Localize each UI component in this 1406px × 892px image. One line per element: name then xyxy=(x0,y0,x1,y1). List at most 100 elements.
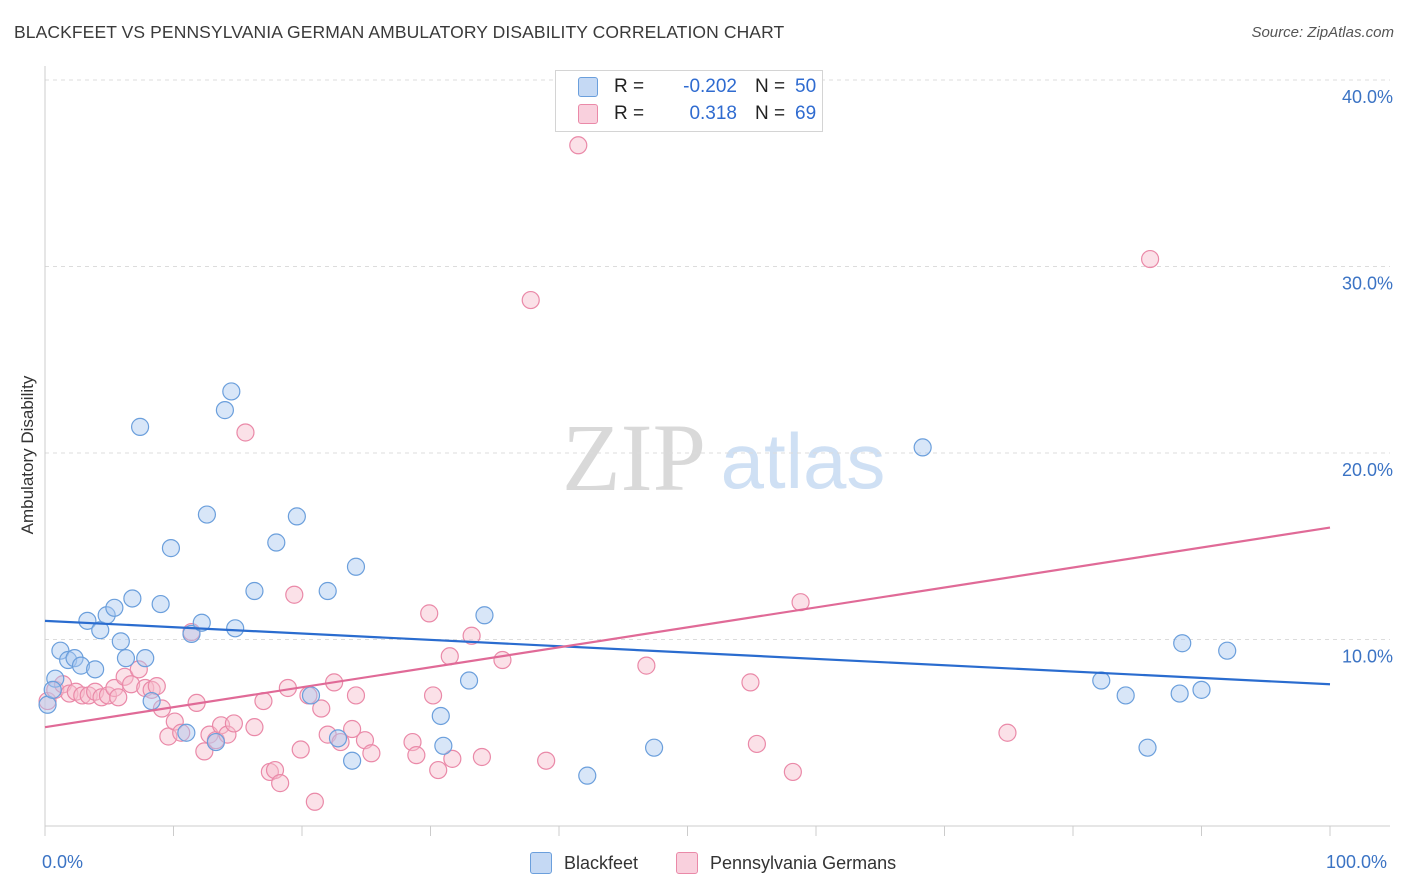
pink-data-point xyxy=(493,650,512,670)
blue-data-point xyxy=(328,729,348,748)
blue-data-point xyxy=(151,594,170,614)
legend-n-value-pink: 69 xyxy=(795,103,817,124)
series-name-blackfeet: Blackfeet xyxy=(564,852,639,873)
pink-data-point xyxy=(236,423,255,442)
blue-data-point xyxy=(245,581,264,601)
pink-data-point xyxy=(429,760,448,780)
blue-data-point xyxy=(177,723,196,742)
blue-data-point xyxy=(475,606,494,625)
watermark: ZIP atlas xyxy=(562,404,885,511)
pink-data-point xyxy=(783,762,802,782)
series-name-pennsylvania-germans: Pennsylvania Germans xyxy=(710,852,897,873)
blue-data-point xyxy=(644,738,664,757)
legend-n-value-blue: 50 xyxy=(795,76,817,97)
series-legend-pennsylvania-germans: Pennsylvania Germans xyxy=(676,852,896,874)
blue-data-point xyxy=(346,557,366,576)
blue-data-point xyxy=(123,589,142,608)
blue-data-point xyxy=(46,669,65,688)
blue-data-point xyxy=(578,766,597,785)
blue-data-point xyxy=(1218,641,1237,660)
pink-data-point xyxy=(747,734,766,754)
watermark-zip: ZIP xyxy=(562,404,706,511)
blue-data-point xyxy=(43,680,62,699)
pink-data-point xyxy=(637,656,656,675)
series-legend-blackfeet: Blackfeet xyxy=(530,852,638,874)
blue-data-point xyxy=(287,507,306,526)
blue-trend-line xyxy=(44,619,1331,686)
blue-data-point xyxy=(343,751,362,770)
legend-swatch-blue xyxy=(578,77,598,97)
pink-data-point xyxy=(129,660,148,679)
blue-data-point xyxy=(222,382,241,401)
pink-data-point xyxy=(423,686,443,705)
blue-data-point xyxy=(206,732,226,752)
legend-swatch-pink xyxy=(578,104,598,124)
pink-data-point xyxy=(285,585,304,604)
blue-data-point xyxy=(161,539,181,558)
blue-data-point xyxy=(197,505,217,524)
blue-data-point xyxy=(1170,684,1189,703)
blue-data-point xyxy=(1092,671,1111,690)
pink-data-point xyxy=(121,675,141,694)
pink-data-point xyxy=(172,723,191,742)
x-tick-label-min: 0.0% xyxy=(42,852,84,872)
pink-data-point xyxy=(521,290,540,310)
pink-data-point xyxy=(346,686,366,705)
legend-n-label: N = xyxy=(755,76,786,97)
pink-data-point xyxy=(569,136,588,155)
y-tick-label: 30.0% xyxy=(1342,274,1393,294)
blue-data-point xyxy=(1192,680,1211,699)
legend-n-label: N = xyxy=(755,103,786,124)
x-tick-label-max: 100.0% xyxy=(1326,852,1388,872)
blue-data-point xyxy=(78,611,97,630)
pink-data-point xyxy=(165,712,184,731)
blue-data-point xyxy=(86,660,105,679)
blue-data-point xyxy=(1173,634,1192,653)
pink-data-point xyxy=(109,688,128,707)
y-tick-label: 40.0% xyxy=(1342,87,1393,107)
blue-data-point xyxy=(192,613,211,632)
pink-data-point xyxy=(420,604,439,623)
blue-data-point xyxy=(1116,686,1135,705)
watermark-atlas: atlas xyxy=(721,417,886,505)
blue-data-point xyxy=(136,649,155,668)
legend-row-pennsylvania-germans: R = 0.318 N = 69 xyxy=(578,102,816,126)
y-tick-label: 20.0% xyxy=(1342,460,1393,480)
pink-data-point xyxy=(741,673,760,692)
legend-r-label: R = xyxy=(614,103,645,124)
blue-data-point xyxy=(431,706,450,726)
blue-data-point xyxy=(71,656,91,675)
pink-data-point xyxy=(343,719,362,739)
pink-data-point xyxy=(537,751,556,770)
series-swatch-pink xyxy=(676,852,698,874)
pink-data-point xyxy=(1140,249,1160,269)
blue-data-point xyxy=(267,533,286,552)
blue-data-point xyxy=(105,598,124,617)
pink-data-point xyxy=(271,774,290,793)
blue-data-point xyxy=(51,641,70,660)
blue-data-point xyxy=(116,649,136,668)
blue-data-point xyxy=(434,736,453,755)
blue-data-point xyxy=(130,417,150,436)
pink-data-point xyxy=(362,744,381,763)
pink-data-point xyxy=(998,723,1017,742)
blue-data-point xyxy=(318,581,337,601)
pink-data-point xyxy=(407,746,426,765)
legend-r-label: R = xyxy=(614,76,645,97)
y-axis-label: Ambulatory Disability xyxy=(18,375,37,535)
chart-title: BLACKFEET VS PENNSYLVANIA GERMAN AMBULAT… xyxy=(14,22,785,42)
pink-data-point xyxy=(224,714,243,733)
pink-data-point xyxy=(245,718,264,737)
blue-data-point xyxy=(459,671,479,690)
blue-data-point xyxy=(301,686,321,705)
pink-data-point xyxy=(305,792,324,811)
blue-data-point xyxy=(111,632,130,651)
source-credit: Source: ZipAtlas.com xyxy=(1251,24,1394,41)
blue-data-point xyxy=(1138,738,1157,757)
legend-r-value-blue: -0.202 xyxy=(683,76,737,97)
legend-r-value-pink: 0.318 xyxy=(689,103,737,124)
pink-data-point xyxy=(440,647,459,666)
correlation-legend: R = -0.202 N = 50 R = 0.318 N = 69 xyxy=(555,70,823,132)
pink-data-point xyxy=(115,667,134,686)
